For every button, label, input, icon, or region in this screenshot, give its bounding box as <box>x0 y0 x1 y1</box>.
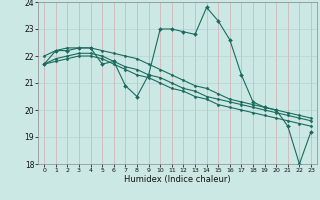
X-axis label: Humidex (Indice chaleur): Humidex (Indice chaleur) <box>124 175 231 184</box>
